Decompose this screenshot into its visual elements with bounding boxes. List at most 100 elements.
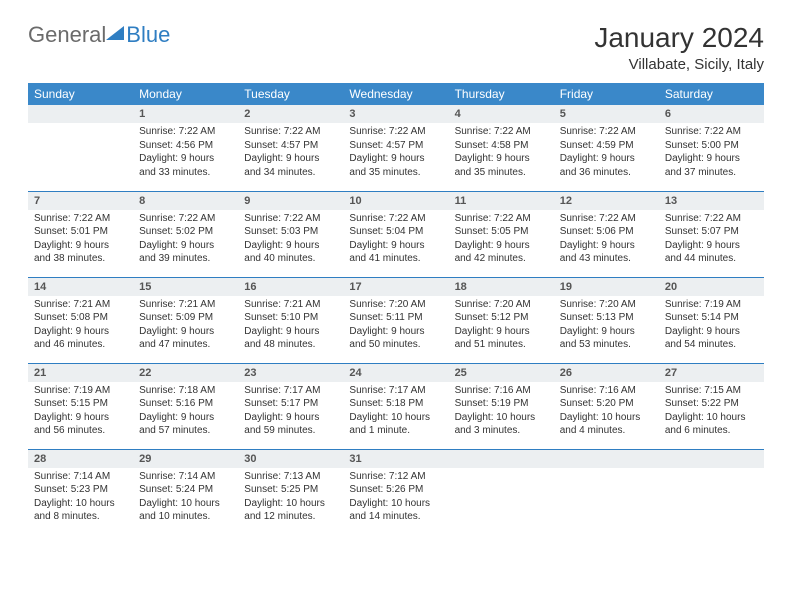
day-cell: 10Sunrise: 7:22 AMSunset: 5:04 PMDayligh… — [343, 191, 448, 277]
day-details: Sunrise: 7:22 AMSunset: 5:00 PMDaylight:… — [659, 123, 764, 183]
day-number: 10 — [343, 192, 448, 210]
day-number: 4 — [449, 105, 554, 123]
sunset-text: Sunset: 5:09 PM — [139, 311, 232, 325]
day-details: Sunrise: 7:20 AMSunset: 5:13 PMDaylight:… — [554, 296, 659, 356]
daylight-line2: and 12 minutes. — [244, 510, 337, 524]
sunrise-text: Sunrise: 7:22 AM — [139, 212, 232, 226]
sunrise-text: Sunrise: 7:22 AM — [34, 212, 127, 226]
sunrise-text: Sunrise: 7:22 AM — [455, 212, 548, 226]
daylight-line1: Daylight: 10 hours — [560, 411, 653, 425]
day-cell: 8Sunrise: 7:22 AMSunset: 5:02 PMDaylight… — [133, 191, 238, 277]
daylight-line2: and 3 minutes. — [455, 424, 548, 438]
day-number: 21 — [28, 364, 133, 382]
day-details: Sunrise: 7:19 AMSunset: 5:15 PMDaylight:… — [28, 382, 133, 442]
daylight-line2: and 54 minutes. — [665, 338, 758, 352]
sunset-text: Sunset: 4:59 PM — [560, 139, 653, 153]
sunset-text: Sunset: 4:56 PM — [139, 139, 232, 153]
day-cell: 15Sunrise: 7:21 AMSunset: 5:09 PMDayligh… — [133, 277, 238, 363]
sunset-text: Sunset: 5:01 PM — [34, 225, 127, 239]
day-details: Sunrise: 7:14 AMSunset: 5:23 PMDaylight:… — [28, 468, 133, 528]
day-cell: 24Sunrise: 7:17 AMSunset: 5:18 PMDayligh… — [343, 363, 448, 449]
daylight-line1: Daylight: 10 hours — [349, 411, 442, 425]
daylight-line1: Daylight: 10 hours — [349, 497, 442, 511]
day-details: Sunrise: 7:21 AMSunset: 5:10 PMDaylight:… — [238, 296, 343, 356]
day-details: Sunrise: 7:20 AMSunset: 5:12 PMDaylight:… — [449, 296, 554, 356]
sunset-text: Sunset: 5:08 PM — [34, 311, 127, 325]
daylight-line1: Daylight: 9 hours — [349, 325, 442, 339]
day-number: 8 — [133, 192, 238, 210]
daylight-line2: and 44 minutes. — [665, 252, 758, 266]
day-number: 22 — [133, 364, 238, 382]
daylight-line1: Daylight: 9 hours — [560, 325, 653, 339]
daylight-line1: Daylight: 9 hours — [244, 239, 337, 253]
daylight-line1: Daylight: 9 hours — [349, 239, 442, 253]
sunrise-text: Sunrise: 7:22 AM — [455, 125, 548, 139]
sunrise-text: Sunrise: 7:22 AM — [560, 125, 653, 139]
day-details: Sunrise: 7:17 AMSunset: 5:17 PMDaylight:… — [238, 382, 343, 442]
daylight-line1: Daylight: 10 hours — [139, 497, 232, 511]
sunrise-text: Sunrise: 7:18 AM — [139, 384, 232, 398]
sunset-text: Sunset: 5:16 PM — [139, 397, 232, 411]
day-cell: 6Sunrise: 7:22 AMSunset: 5:00 PMDaylight… — [659, 105, 764, 191]
day-cell: 31Sunrise: 7:12 AMSunset: 5:26 PMDayligh… — [343, 449, 448, 535]
day-details: Sunrise: 7:22 AMSunset: 4:57 PMDaylight:… — [343, 123, 448, 183]
sunrise-text: Sunrise: 7:22 AM — [349, 125, 442, 139]
day-details: Sunrise: 7:22 AMSunset: 4:56 PMDaylight:… — [133, 123, 238, 183]
daylight-line2: and 40 minutes. — [244, 252, 337, 266]
day-number-empty — [659, 450, 764, 468]
daylight-line2: and 51 minutes. — [455, 338, 548, 352]
day-number: 16 — [238, 278, 343, 296]
day-cell: 21Sunrise: 7:19 AMSunset: 5:15 PMDayligh… — [28, 363, 133, 449]
daylight-line2: and 43 minutes. — [560, 252, 653, 266]
daylight-line2: and 57 minutes. — [139, 424, 232, 438]
daylight-line2: and 56 minutes. — [34, 424, 127, 438]
sunset-text: Sunset: 5:13 PM — [560, 311, 653, 325]
day-number: 5 — [554, 105, 659, 123]
daylight-line2: and 34 minutes. — [244, 166, 337, 180]
calendar-table: Sunday Monday Tuesday Wednesday Thursday… — [28, 83, 764, 535]
day-number: 6 — [659, 105, 764, 123]
day-number: 7 — [28, 192, 133, 210]
sunrise-text: Sunrise: 7:22 AM — [244, 125, 337, 139]
daylight-line2: and 1 minute. — [349, 424, 442, 438]
weekday-header: Monday — [133, 83, 238, 105]
daylight-line2: and 59 minutes. — [244, 424, 337, 438]
sunrise-text: Sunrise: 7:21 AM — [34, 298, 127, 312]
daylight-line2: and 6 minutes. — [665, 424, 758, 438]
sunrise-text: Sunrise: 7:20 AM — [560, 298, 653, 312]
sunrise-text: Sunrise: 7:14 AM — [139, 470, 232, 484]
day-number: 9 — [238, 192, 343, 210]
daylight-line2: and 36 minutes. — [560, 166, 653, 180]
day-cell: 1Sunrise: 7:22 AMSunset: 4:56 PMDaylight… — [133, 105, 238, 191]
day-cell: 2Sunrise: 7:22 AMSunset: 4:57 PMDaylight… — [238, 105, 343, 191]
day-number: 29 — [133, 450, 238, 468]
daylight-line2: and 8 minutes. — [34, 510, 127, 524]
daylight-line2: and 33 minutes. — [139, 166, 232, 180]
day-cell: 20Sunrise: 7:19 AMSunset: 5:14 PMDayligh… — [659, 277, 764, 363]
day-number: 3 — [343, 105, 448, 123]
day-cell: 26Sunrise: 7:16 AMSunset: 5:20 PMDayligh… — [554, 363, 659, 449]
daylight-line2: and 14 minutes. — [349, 510, 442, 524]
day-cell: 18Sunrise: 7:20 AMSunset: 5:12 PMDayligh… — [449, 277, 554, 363]
daylight-line1: Daylight: 9 hours — [455, 239, 548, 253]
day-number: 26 — [554, 364, 659, 382]
week-row: 14Sunrise: 7:21 AMSunset: 5:08 PMDayligh… — [28, 277, 764, 363]
day-details: Sunrise: 7:16 AMSunset: 5:20 PMDaylight:… — [554, 382, 659, 442]
day-details: Sunrise: 7:22 AMSunset: 4:57 PMDaylight:… — [238, 123, 343, 183]
day-number: 12 — [554, 192, 659, 210]
sunset-text: Sunset: 5:25 PM — [244, 483, 337, 497]
day-cell: 16Sunrise: 7:21 AMSunset: 5:10 PMDayligh… — [238, 277, 343, 363]
day-number: 18 — [449, 278, 554, 296]
week-row: 21Sunrise: 7:19 AMSunset: 5:15 PMDayligh… — [28, 363, 764, 449]
sunset-text: Sunset: 4:57 PM — [349, 139, 442, 153]
day-details: Sunrise: 7:13 AMSunset: 5:25 PMDaylight:… — [238, 468, 343, 528]
day-cell: 22Sunrise: 7:18 AMSunset: 5:16 PMDayligh… — [133, 363, 238, 449]
week-row: 1Sunrise: 7:22 AMSunset: 4:56 PMDaylight… — [28, 105, 764, 191]
sunrise-text: Sunrise: 7:20 AM — [455, 298, 548, 312]
daylight-line1: Daylight: 9 hours — [34, 239, 127, 253]
daylight-line1: Daylight: 9 hours — [560, 152, 653, 166]
sunset-text: Sunset: 5:14 PM — [665, 311, 758, 325]
triangle-icon — [106, 26, 124, 40]
daylight-line1: Daylight: 9 hours — [139, 152, 232, 166]
daylight-line1: Daylight: 9 hours — [244, 411, 337, 425]
